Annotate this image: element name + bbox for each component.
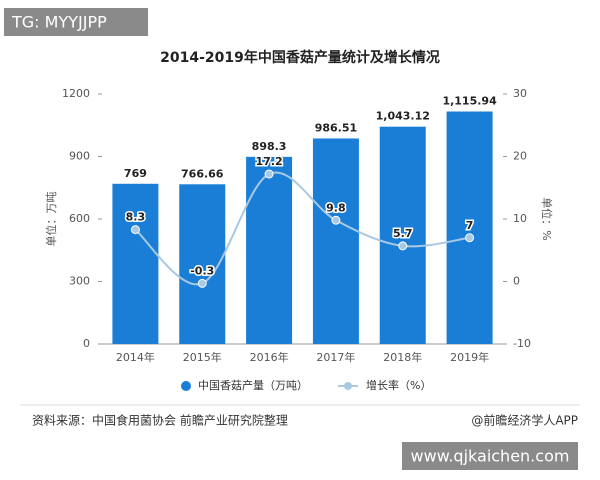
value-label: 986.51 (315, 121, 357, 134)
y2-axis-label: 单位：% (540, 197, 554, 240)
watermark-text: www.qjkaichen.com (411, 447, 570, 466)
y-tick-label: 900 (69, 150, 90, 163)
y2-tick-label: 30 (513, 87, 527, 100)
legend-marker (181, 381, 191, 391)
value-label: 9.8 (326, 201, 346, 214)
value-label: 17.2 (256, 155, 283, 168)
legend-label: 中国香菇产量（万吨） (198, 378, 308, 392)
y2-tick-label: 0 (513, 275, 520, 288)
value-label: 7 (466, 219, 474, 232)
line-point (197, 278, 207, 288)
value-label: 1,115.94 (442, 95, 497, 108)
chart-title: 2014-2019年中国香菇产量统计及增长情况 (160, 49, 440, 66)
source-note: 资料来源：中国食用菌协会 前瞻产业研究院整理 (32, 413, 288, 428)
y2-tick-label: 10 (513, 212, 527, 225)
y-tick-label: 600 (69, 212, 90, 225)
value-label: 898.3 (252, 140, 287, 153)
x-tick-label: 2017年 (316, 350, 355, 364)
line-point (331, 215, 341, 225)
bar (312, 138, 359, 344)
value-label: 8.3 (126, 211, 146, 224)
y2-tick-label: 20 (513, 150, 527, 163)
value-label: 1,043.12 (376, 110, 430, 123)
line-point (398, 241, 408, 251)
x-tick-label: 2018年 (383, 350, 422, 364)
watermark-box (402, 442, 578, 470)
bar (246, 156, 293, 344)
y-tick-label: 0 (83, 337, 90, 350)
watermark-box (4, 8, 148, 36)
value-label: 5.7 (393, 227, 413, 240)
x-tick-label: 2014年 (116, 350, 155, 364)
line-point (264, 169, 274, 179)
bar (112, 183, 159, 344)
watermark-text: TG: MYYJJPP (11, 13, 107, 32)
value-label: -0.3 (190, 264, 214, 277)
bar (179, 184, 226, 344)
x-tick-label: 2015年 (183, 350, 222, 364)
x-tick-label: 2016年 (250, 350, 289, 364)
x-tick-label: 2019年 (450, 350, 489, 364)
line-point (130, 225, 140, 235)
y-axis-label: 单位：万吨 (44, 192, 58, 247)
value-label: 766.66 (181, 167, 224, 180)
legend-marker (344, 382, 352, 390)
bar (379, 126, 426, 344)
bar (446, 111, 493, 344)
y-tick-label: 1200 (62, 87, 90, 100)
legend-label: 增长率（%） (366, 378, 431, 392)
y2-tick-label: -10 (513, 337, 531, 350)
value-label: 769 (124, 167, 147, 180)
y-tick-label: 300 (69, 275, 90, 288)
line-point (465, 233, 475, 243)
credit: @前瞻经济学人APP (471, 413, 578, 428)
